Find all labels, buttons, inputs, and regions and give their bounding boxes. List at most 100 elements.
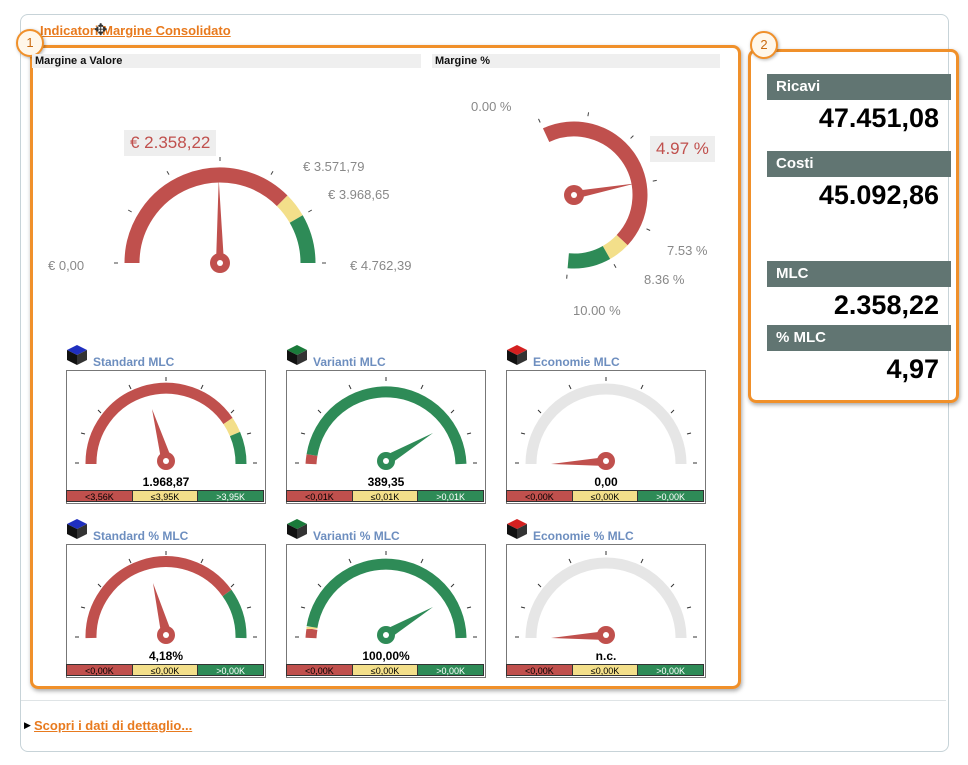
legend-high: >0,00K <box>198 664 265 676</box>
gauge-green-band <box>567 245 611 269</box>
gauge-red-band <box>542 121 648 246</box>
legend-low: <0,01K <box>286 490 353 502</box>
gauge-hub-center <box>217 260 223 266</box>
cube-icon <box>507 345 527 365</box>
mini-gauge-dial <box>515 377 697 470</box>
callout-1-badge: 1 <box>16 29 44 57</box>
mini-gauge-dial <box>295 551 477 644</box>
gauge-tick <box>646 228 651 231</box>
gauge-yellow-band <box>602 234 628 260</box>
kpi-mlc-header: MLC <box>767 261 951 287</box>
gauge-tick <box>166 170 170 175</box>
margine-percent-threshold1-label: 7.53 % <box>667 243 708 258</box>
callout-2-badge: 2 <box>750 31 778 59</box>
mini-gauge-legend: <3,56K ≤3,95K >3,95K <box>66 490 265 502</box>
mini-gauge-title: Standard % MLC <box>93 529 189 543</box>
gauge-tick <box>127 209 132 213</box>
legend-high: >0,00K <box>638 664 705 676</box>
mini-gauge-title: Varianti % MLC <box>313 529 400 543</box>
gauge-needle <box>573 183 636 199</box>
mini-gauge-title: Standard MLC <box>93 355 175 369</box>
mini-gauge-dial <box>75 551 257 644</box>
mini-gauge-dial <box>515 551 697 644</box>
mini-gauge-frame: 389,35 <box>286 370 486 504</box>
cube-icon <box>287 345 307 365</box>
legend-mid: ≤3,95K <box>132 490 199 502</box>
kpi-percent-mlc-value: 4,97 <box>886 354 939 384</box>
kpi-percent-mlc-header: % MLC <box>767 325 951 351</box>
legend-mid: ≤0,00K <box>132 664 199 676</box>
mini-gauge-economie-percent-mlc: Economie % MLC n.c. <0,00K ≤0,00K >0,00K <box>506 518 706 678</box>
legend-mid: ≤0,00K <box>572 490 639 502</box>
cube-icon <box>67 519 87 539</box>
margine-valore-threshold2-label: € 3.968,65 <box>328 187 390 202</box>
kpi-ricavi-header: Ricavi <box>767 74 951 100</box>
mini-gauge-dial <box>295 377 477 470</box>
margine-valore-min-label: € 0,00 <box>48 258 85 273</box>
legend-high: >3,95K <box>198 490 265 502</box>
legend-low: <0,00K <box>286 664 353 676</box>
mini-gauge-legend: <0,00K ≤0,00K >0,00K <box>506 490 705 502</box>
legend-low: <0,00K <box>66 664 133 676</box>
legend-high: >0,00K <box>418 664 485 676</box>
gauge-yellow-band <box>276 195 303 223</box>
move-cursor-icon: ✥ <box>94 22 108 39</box>
mini-gauge-value: 1.968,87 <box>142 475 190 489</box>
gauge-hub-center <box>571 192 577 198</box>
mini-gauge-frame: 4,18% <box>66 544 266 678</box>
mini-gauge-value: n.c. <box>595 649 617 663</box>
margine-percent-value-badge: 4.97 % <box>650 136 715 162</box>
legend-mid: ≤0,00K <box>352 664 419 676</box>
margine-valore-max-label: € 4.762,39 <box>350 258 412 273</box>
kpi-ricavi-value: 47.451,08 <box>818 103 939 133</box>
mini-gauge-frame: 100,00% <box>286 544 486 678</box>
gauge-needle <box>216 179 224 264</box>
legend-low: <0,00K <box>506 490 573 502</box>
kpi-costi-value: 45.092,86 <box>818 180 939 210</box>
mini-gauge-frame: n.c. <box>506 544 706 678</box>
cube-icon <box>507 519 527 539</box>
footer-divider <box>21 700 946 701</box>
kpi-costi-header: Costi <box>767 151 951 177</box>
mini-gauge-value: 0,00 <box>594 475 618 489</box>
mini-gauge-standard-mlc: Standard MLC 1.968,87 <3,56K ≤3,95K >3,9… <box>66 344 266 504</box>
mini-gauge-value: 100,00% <box>362 649 410 663</box>
legend-high: >0,00K <box>638 490 705 502</box>
indicator-title-link[interactable]: Indicatori Margine Consolidato <box>40 23 231 38</box>
mini-gauge-legend: <0,00K ≤0,00K >0,00K <box>286 664 485 676</box>
gauge-tick <box>270 170 274 175</box>
margine-valore-threshold1-label: € 3.571,79 <box>303 159 365 174</box>
margine-valore-header: Margine a Valore <box>32 54 421 68</box>
legend-mid: ≤0,01K <box>352 490 419 502</box>
callout-1-box <box>30 45 741 689</box>
margine-valore-gauge <box>114 157 326 273</box>
mini-gauge-varianti-mlc: Varianti MLC 389,35 <0,01K ≤0,01K >0,01K <box>286 344 486 504</box>
mini-gauge-legend: <0,01K ≤0,01K >0,01K <box>286 490 485 502</box>
legend-low: <3,56K <box>66 490 133 502</box>
margine-percent-gauge <box>538 112 657 279</box>
mini-gauge-varianti-percent-mlc: Varianti % MLC 100,00% <0,00K ≤0,00K >0,… <box>286 518 486 678</box>
cube-icon <box>287 519 307 539</box>
margine-percent-threshold2-label: 8.36 % <box>644 272 685 287</box>
gauge-red-band <box>124 167 288 264</box>
mini-gauge-legend: <0,00K ≤0,00K >0,00K <box>66 664 265 676</box>
expand-triangle-icon[interactable]: ▶ <box>24 720 31 730</box>
gauge-tick <box>630 135 634 139</box>
legend-low: <0,00K <box>506 664 573 676</box>
mini-gauge-frame: 1.968,87 <box>66 370 266 504</box>
margine-valore-value-badge: € 2.358,22 <box>124 130 217 156</box>
mini-gauge-legend: <0,00K ≤0,00K >0,00K <box>506 664 705 676</box>
gauge-tick <box>308 209 313 213</box>
detail-link[interactable]: Scopri i dati di dettaglio... <box>34 718 193 733</box>
mini-gauge-economie-mlc: Economie MLC 0,00 <0,00K ≤0,00K >0,00K <box>506 344 706 504</box>
gauge-tick <box>587 112 590 117</box>
callout-2-box <box>748 49 959 403</box>
gauge-tick <box>538 118 541 123</box>
margine-percent-min-label: 0.00 % <box>471 99 512 114</box>
legend-mid: ≤0,00K <box>572 664 639 676</box>
mini-gauge-title: Economie % MLC <box>533 529 634 543</box>
kpi-mlc-value: 2.358,22 <box>833 290 939 320</box>
mini-gauge-value: 389,35 <box>367 475 405 489</box>
mini-gauge-dial <box>75 377 257 470</box>
cube-icon <box>67 345 87 365</box>
